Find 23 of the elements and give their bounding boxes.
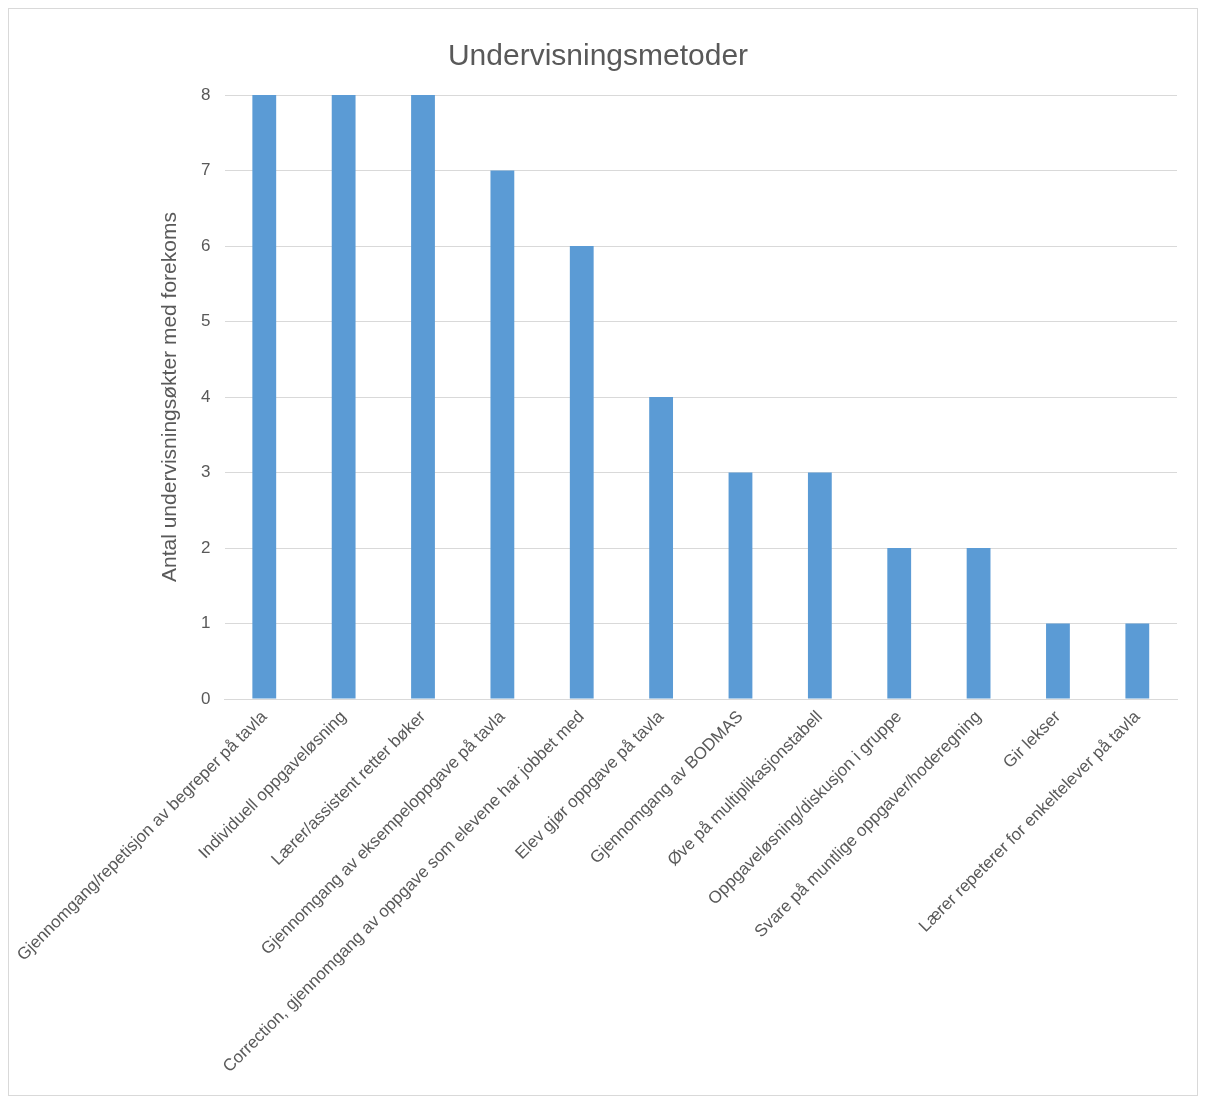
y-tick-label: 8: [201, 84, 211, 104]
bar: [1046, 623, 1070, 699]
bar: [966, 548, 991, 699]
bar: [649, 397, 674, 699]
y-tick-label: 0: [201, 688, 211, 708]
y-tick-label: 5: [201, 311, 211, 331]
bar: [569, 246, 594, 699]
bar: [728, 472, 753, 699]
bar: [252, 95, 277, 699]
y-tick-label: 6: [201, 235, 211, 255]
y-axis-title: Antal undervisningsøkter med forekoms: [157, 212, 181, 583]
bar: [331, 95, 356, 699]
y-tick-label: 3: [201, 462, 211, 482]
y-tick-label: 2: [201, 537, 211, 557]
chart-title: Undervisningsmetoder: [447, 38, 749, 72]
y-tick-label: 1: [201, 613, 211, 633]
y-tick-label: 7: [201, 160, 211, 180]
bar: [1125, 623, 1150, 699]
bar: [807, 472, 832, 699]
y-tick-label: 4: [201, 386, 211, 406]
bar: [887, 548, 912, 699]
bar: [411, 95, 435, 699]
bar: [490, 170, 515, 699]
